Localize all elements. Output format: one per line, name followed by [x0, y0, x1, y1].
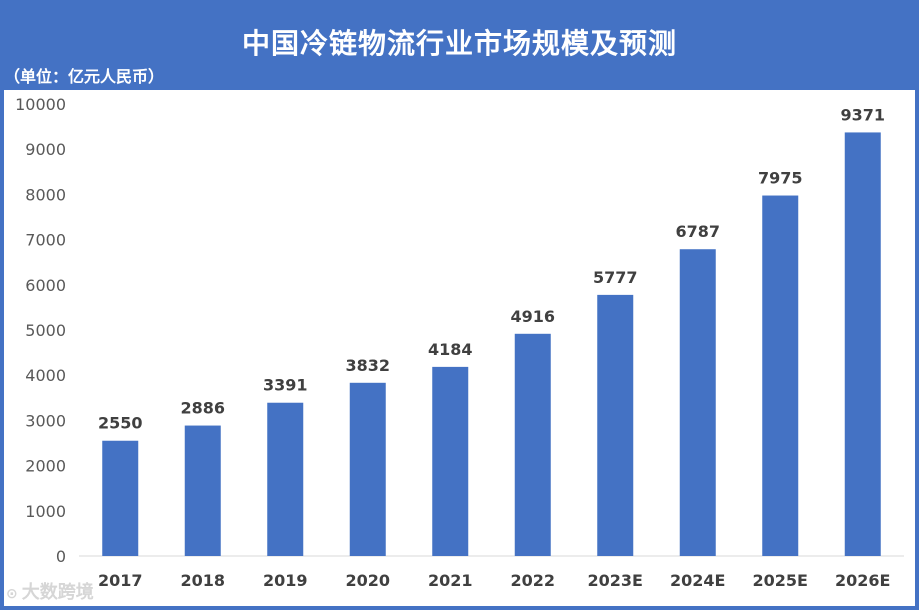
- chart-title: 中国冷链物流行业市场规模及预测: [241, 27, 677, 60]
- data-label-2020: 3832: [345, 356, 390, 375]
- bar-2019: [267, 402, 304, 556]
- y-tick-label: 8000: [25, 185, 66, 204]
- data-label-2019: 3391: [263, 376, 308, 395]
- y-tick-label: 0: [56, 547, 66, 566]
- bar-2024E: [679, 249, 716, 556]
- y-tick-label: 10000: [15, 95, 66, 114]
- watermark: ⊙ 大数跨境: [6, 578, 94, 604]
- watermark-text: 大数跨境: [21, 582, 94, 603]
- y-tick-label: 2000: [25, 457, 66, 476]
- bar-2022: [514, 333, 551, 556]
- y-tick-label: 6000: [25, 276, 66, 295]
- x-tick-label-2018: 2018: [180, 571, 225, 590]
- bar-2017: [102, 440, 139, 556]
- x-tick-label-2023E: 2023E: [588, 571, 643, 590]
- bar-2018: [184, 425, 221, 556]
- data-label-2018: 2886: [180, 399, 225, 418]
- x-tick-label-2024E: 2024E: [670, 571, 725, 590]
- x-tick-label-2026E: 2026E: [835, 571, 890, 590]
- y-tick-label: 3000: [25, 411, 66, 430]
- y-tick-label: 5000: [25, 321, 66, 340]
- y-tick-label: 9000: [25, 140, 66, 159]
- bar-2021: [432, 366, 469, 556]
- watermark-logo-icon: ⊙: [6, 586, 18, 602]
- bar-2025E: [762, 195, 799, 556]
- bar-chart: 0 1000 2000 3000 4000 5000 6000 7000 8000 9000 100…: [15, 95, 904, 590]
- x-tick-label-2020: 2020: [345, 571, 390, 590]
- bar-2026E: [844, 132, 881, 557]
- x-tick-label-2022: 2022: [510, 571, 555, 590]
- chart-panel: 0 1000 2000 3000 4000 5000 6000 7000 8000 9000 100…: [4, 90, 915, 606]
- data-label-2017: 2550: [98, 414, 143, 433]
- data-label-2021: 4184: [428, 340, 473, 359]
- bar-2023E: [597, 294, 634, 556]
- x-tick-label-2019: 2019: [263, 571, 308, 590]
- y-tick-label: 4000: [25, 366, 66, 385]
- x-tick-label-2025E: 2025E: [753, 571, 808, 590]
- data-label-2025E: 7975: [758, 169, 803, 188]
- data-label-2023E: 5777: [593, 268, 638, 287]
- data-label-2024E: 6787: [675, 222, 720, 241]
- data-label-2026E: 9371: [840, 105, 885, 124]
- bar-2020: [349, 382, 386, 556]
- x-tick-label-2017: 2017: [98, 571, 143, 590]
- unit-label: （单位：亿元人民币）: [4, 67, 165, 86]
- data-label-2022: 4916: [510, 307, 555, 326]
- y-tick-label: 1000: [25, 502, 66, 521]
- x-tick-label-2021: 2021: [428, 571, 473, 590]
- y-tick-label: 7000: [25, 231, 66, 250]
